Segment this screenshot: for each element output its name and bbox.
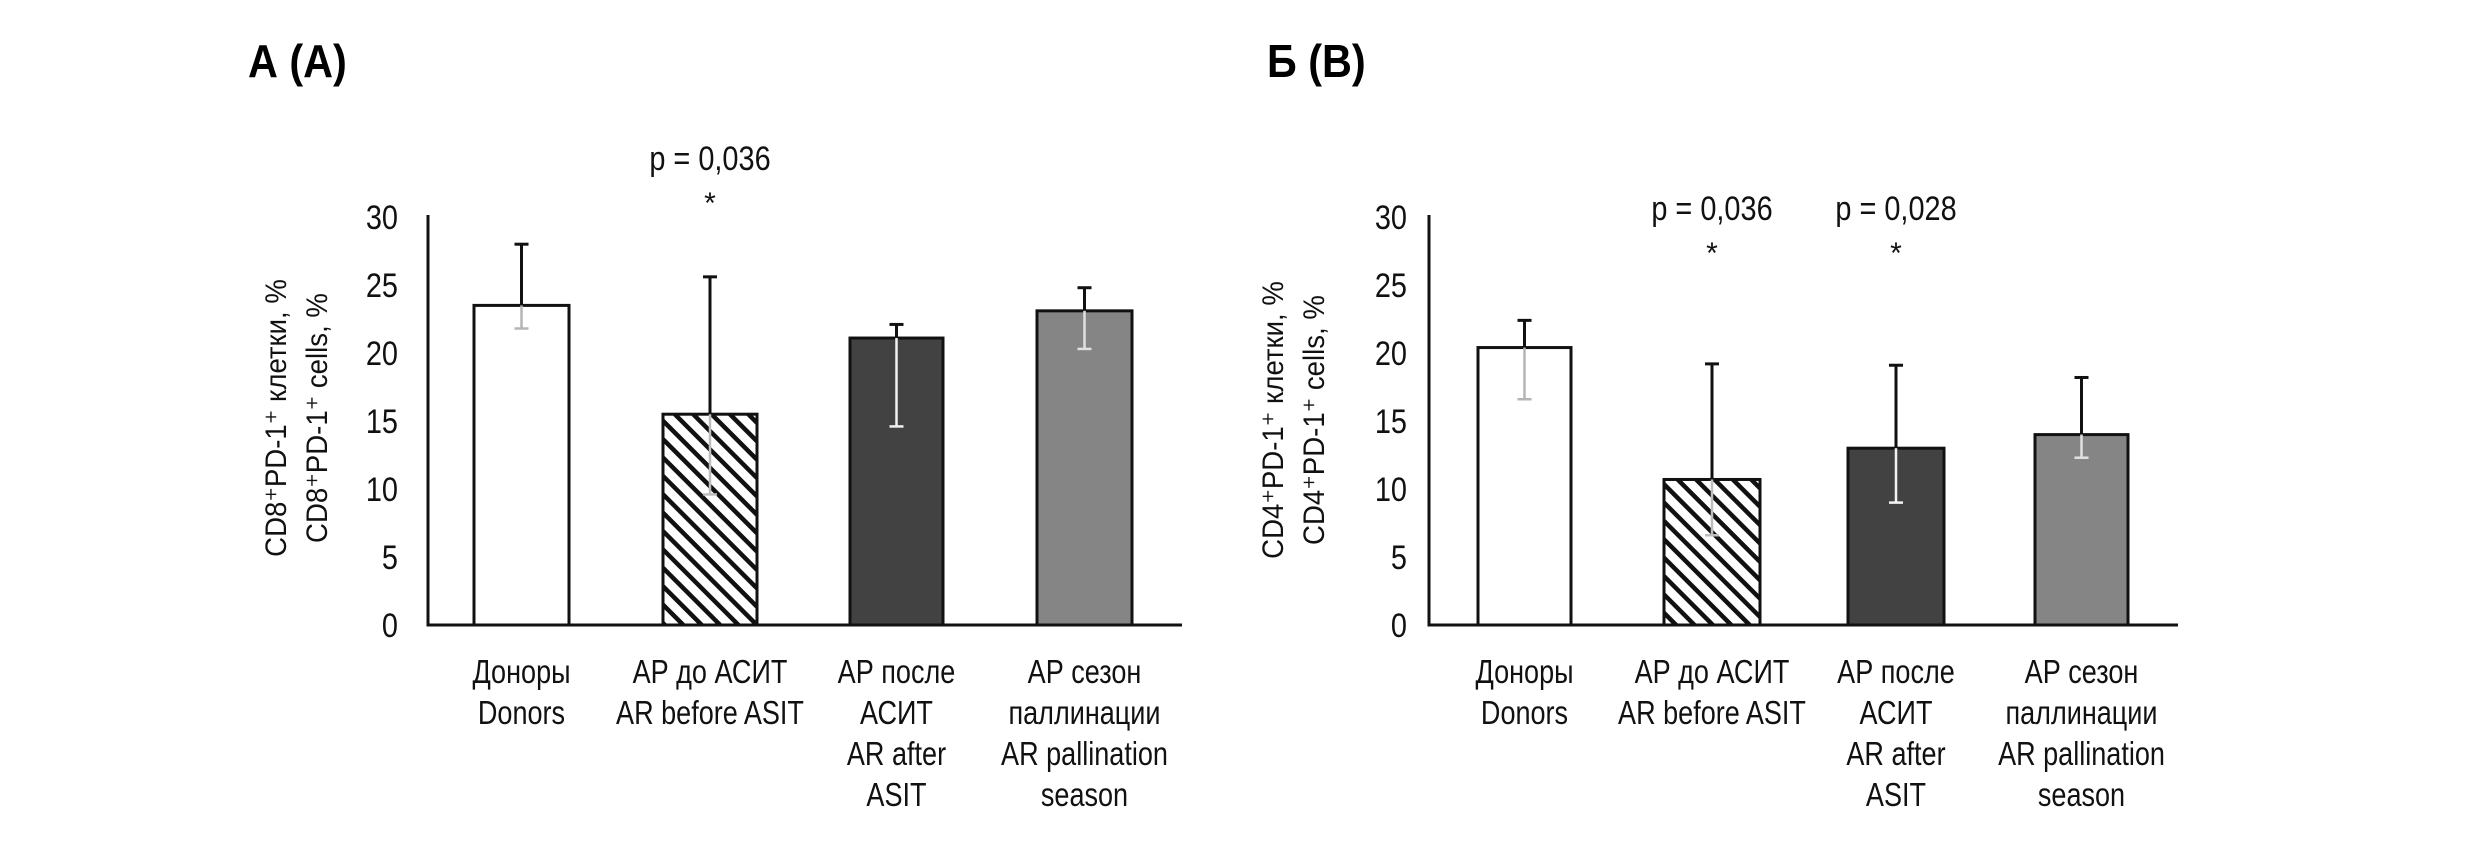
y-tick-label: 20 bbox=[366, 334, 398, 373]
x-category-label: season bbox=[1041, 778, 1128, 814]
x-category-label: АСИТ bbox=[1860, 696, 1933, 732]
y-tick-label: 25 bbox=[1375, 266, 1407, 305]
p-value-label: p = 0,028 bbox=[1835, 189, 1956, 228]
x-category-label: АР сезон bbox=[1028, 655, 1142, 691]
x-category-label: Donors bbox=[1481, 696, 1568, 732]
x-category-label: АР после bbox=[1837, 655, 1955, 691]
x-category-label: паллинации bbox=[1008, 696, 1160, 732]
x-category-label: ASIT bbox=[866, 778, 926, 814]
panel-a: А (A) CD8⁺PD-1⁺ клетки, % CD8⁺PD-1⁺ cell… bbox=[248, 36, 1182, 814]
y-axis-label-line-ru: CD4⁺PD-1⁺ клетки, % bbox=[1257, 281, 1290, 559]
panel-b-y-ticks: 0 5 10 15 20 25 30 bbox=[1375, 198, 1407, 645]
y-tick-label: 25 bbox=[366, 266, 398, 305]
p-value-label: p = 0,036 bbox=[649, 139, 770, 178]
y-tick-label: 10 bbox=[366, 470, 398, 509]
x-category-label: АР до АСИТ bbox=[633, 655, 788, 691]
x-category-label: АР до АСИТ bbox=[1635, 655, 1790, 691]
y-tick-label: 0 bbox=[1391, 606, 1407, 645]
x-category-label: AR pallination bbox=[1998, 737, 2165, 773]
panel-a-y-axis-label: CD8⁺PD-1⁺ клетки, % CD8⁺PD-1⁺ cells, % bbox=[260, 279, 334, 557]
bar bbox=[2033, 433, 2130, 627]
y-tick-label: 5 bbox=[1391, 538, 1407, 577]
panel-a-title: А (A) bbox=[248, 36, 347, 88]
panel-a-axes bbox=[426, 215, 1182, 627]
y-tick-label: 30 bbox=[366, 198, 398, 237]
x-category-label: АСИТ bbox=[860, 696, 933, 732]
x-category-label: AR pallination bbox=[1001, 737, 1168, 773]
panel-a-bars bbox=[472, 242, 1134, 627]
significance-asterisk: * bbox=[704, 187, 716, 220]
x-category-label: Доноры bbox=[472, 655, 570, 691]
x-category-label: АР сезон bbox=[2025, 655, 2139, 691]
y-tick-label: 10 bbox=[1375, 470, 1407, 509]
panel-a-y-ticks: 0 5 10 15 20 25 30 bbox=[366, 198, 398, 645]
panel-a-x-labels: Доноры Donors АР до АСИТ AR before ASIT АР п… bbox=[472, 655, 1167, 814]
y-tick-label: 30 bbox=[1375, 198, 1407, 237]
y-tick-label: 15 bbox=[366, 402, 398, 441]
panel-b-title: Б (B) bbox=[1267, 36, 1366, 88]
y-axis-label-line-en: CD8⁺PD-1⁺ cells, % bbox=[301, 293, 334, 543]
bar bbox=[472, 303, 571, 627]
panel-a-annotations: p = 0,036 * bbox=[649, 139, 770, 220]
y-tick-label: 15 bbox=[1375, 402, 1407, 441]
x-category-label: Доноры bbox=[1475, 655, 1573, 691]
panel-b-bars bbox=[1476, 318, 2130, 627]
y-tick-label: 0 bbox=[382, 606, 398, 645]
panel-b-y-axis-label: CD4⁺PD-1⁺ клетки, % CD4⁺PD-1⁺ cells, % bbox=[1257, 281, 1331, 559]
panel-b: Б (B) CD4⁺PD-1⁺ клетки, % CD4⁺PD-1⁺ cell… bbox=[1257, 36, 2178, 814]
y-axis-label-line-en: CD4⁺PD-1⁺ cells, % bbox=[1298, 295, 1331, 545]
x-category-label: Donors bbox=[478, 696, 565, 732]
x-category-label: АР после bbox=[838, 655, 956, 691]
y-tick-label: 20 bbox=[1375, 334, 1407, 373]
p-value-label: p = 0,036 bbox=[1651, 189, 1772, 228]
significance-asterisk: * bbox=[1890, 237, 1902, 270]
significance-asterisk: * bbox=[1706, 237, 1718, 270]
panel-b-axes bbox=[1427, 215, 2178, 627]
panel-b-annotations: p = 0,036 * p = 0,028 * bbox=[1651, 189, 1956, 270]
y-axis-label-line-ru: CD8⁺PD-1⁺ клетки, % bbox=[260, 279, 293, 557]
x-category-label: ASIT bbox=[1866, 778, 1926, 814]
panel-b-x-labels: Доноры Donors АР до АСИТ AR before ASIT АР п… bbox=[1475, 655, 2164, 814]
x-category-label: AR before ASIT bbox=[616, 696, 804, 732]
bar bbox=[1035, 309, 1134, 627]
x-category-label: AR after bbox=[847, 737, 946, 773]
x-category-label: паллинации bbox=[2005, 696, 2157, 732]
x-category-label: AR before ASIT bbox=[1618, 696, 1806, 732]
x-category-label: AR after bbox=[1846, 737, 1945, 773]
y-tick-label: 5 bbox=[382, 538, 398, 577]
x-category-label: season bbox=[2038, 778, 2125, 814]
